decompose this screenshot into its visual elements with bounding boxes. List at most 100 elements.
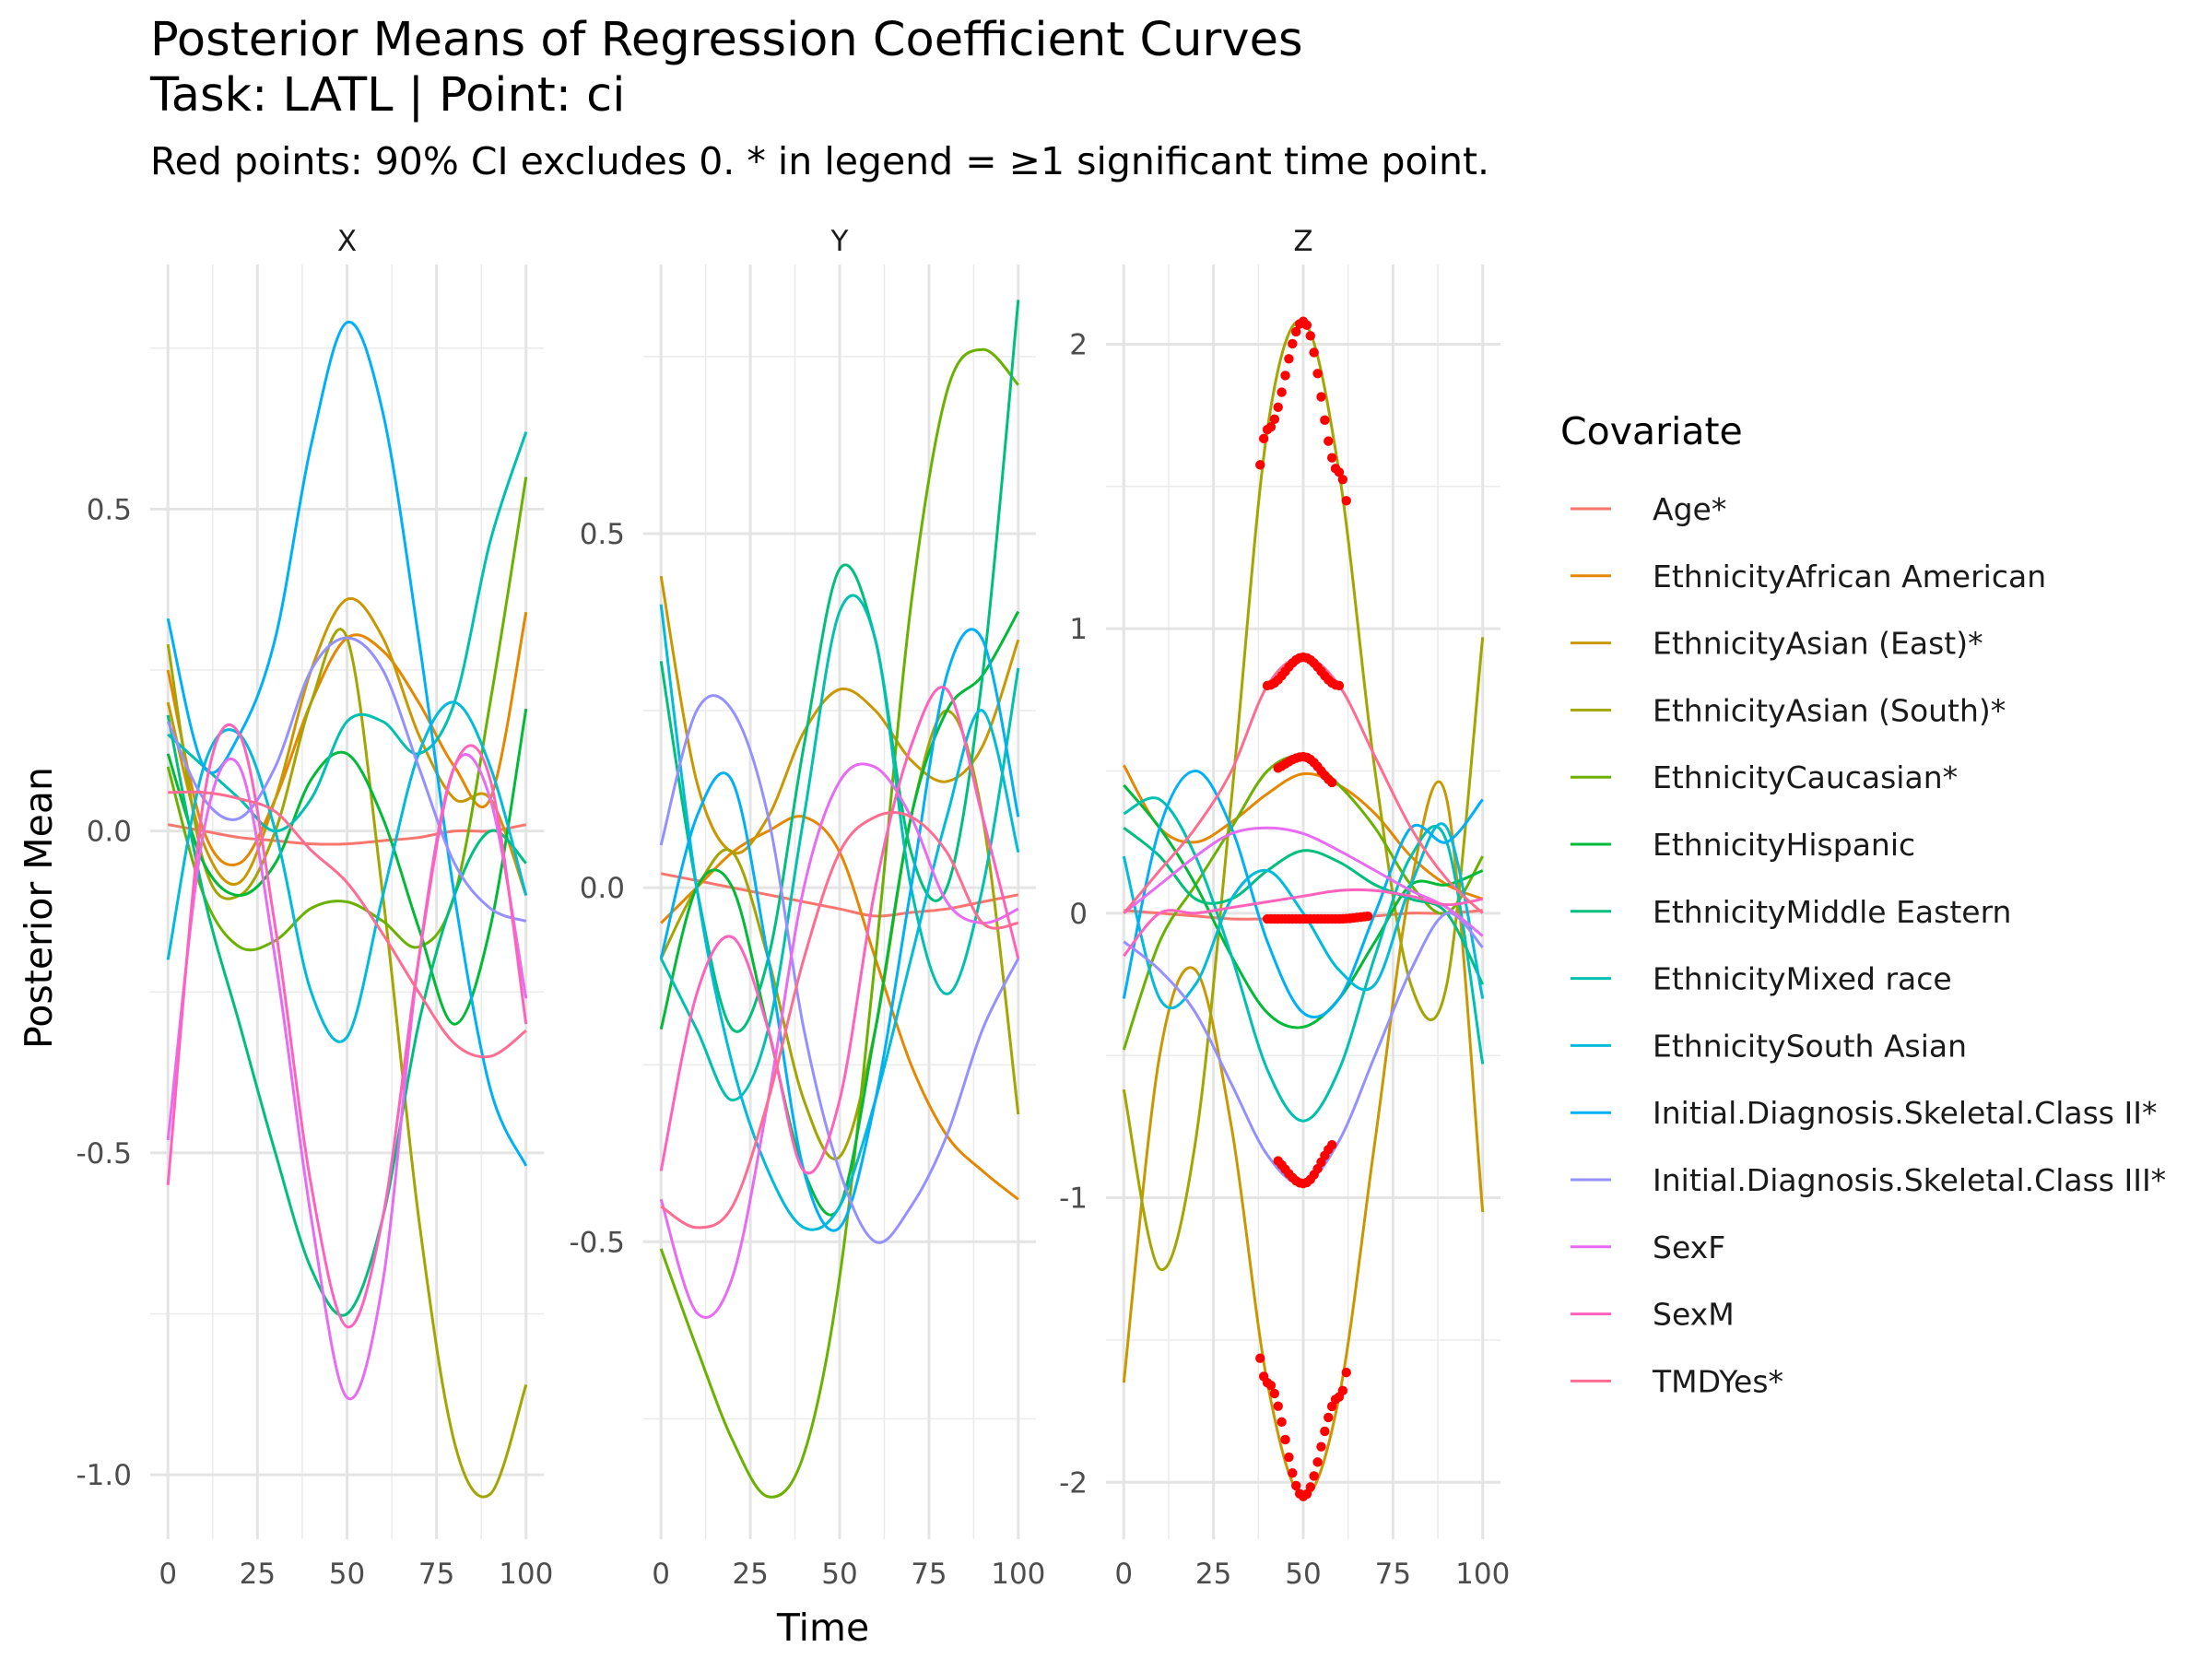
title-block: Posterior Means of Regression Coefficien… — [150, 13, 1489, 184]
legend-label: EthnicityCaucasian* — [1653, 759, 1958, 795]
significant-point — [1255, 1353, 1265, 1363]
significant-point — [1277, 387, 1287, 397]
significant-point — [1291, 1480, 1301, 1491]
legend-label: EthnicityAsian (South)* — [1653, 692, 2006, 728]
y-tick-label: 0 — [1069, 898, 1088, 931]
legend: Age* EthnicityAfrican American EthnicityAs… — [1571, 491, 2166, 1399]
y-tick-label: -0.5 — [570, 1226, 626, 1259]
significant-point — [1301, 1488, 1312, 1500]
significant-point — [1273, 1401, 1283, 1411]
legend-label: Initial.Diagnosis.Skeletal.Class II* — [1653, 1095, 2157, 1131]
x-tick-label: 50 — [329, 1558, 365, 1591]
significant-point — [1316, 1441, 1326, 1452]
series-line-0 — [660, 872, 1019, 918]
significant-point — [1309, 1471, 1319, 1481]
x-tick-label: 50 — [1285, 1558, 1321, 1591]
legend-item: Initial.Diagnosis.Skeletal.Class III* — [1571, 1162, 2166, 1198]
legend-label: EthnicitySouth Asian — [1653, 1028, 1967, 1064]
y-tick-label: 0.5 — [87, 493, 132, 526]
y-tick-label: 0.5 — [580, 518, 625, 551]
y-tick-label: -1 — [1059, 1182, 1088, 1216]
panel-strip-label: Y — [830, 225, 849, 258]
chart-subtitle: Red points: 90% CI excludes 0. * in lege… — [150, 139, 1490, 183]
x-tick-label: 75 — [1375, 1558, 1411, 1591]
x-tick-label: 0 — [1114, 1558, 1133, 1591]
legend-item: SexF — [1571, 1230, 1725, 1265]
significant-point — [1324, 1412, 1334, 1423]
series-line-12 — [1123, 888, 1483, 958]
panel-strip-label: X — [337, 225, 357, 258]
series-line-13 — [660, 811, 1019, 1230]
x-tick-label: 0 — [159, 1558, 177, 1591]
panel-strip-label: Z — [1293, 225, 1312, 258]
significant-point — [1269, 414, 1280, 425]
series-line-2 — [659, 575, 1020, 855]
y-tick-label: -1.0 — [76, 1459, 133, 1492]
significant-point — [1265, 1381, 1277, 1391]
series-line-12 — [659, 686, 1020, 1175]
chart-title-task: Task: LATL | Point: ci — [150, 68, 626, 123]
legend-label: Initial.Diagnosis.Skeletal.Class III* — [1653, 1162, 2166, 1198]
significant-point — [1269, 1388, 1280, 1399]
legend-label: SexF — [1653, 1230, 1725, 1265]
panel-x: X 0 25 50 75 100 -1.0 -0.5 0.0 0.5 — [76, 225, 554, 1591]
legend-item: EthnicityMiddle Eastern — [1571, 894, 2011, 930]
x-axis-title: Time — [776, 1606, 869, 1650]
significant-point — [1288, 338, 1298, 349]
significant-point — [1337, 1385, 1348, 1396]
x-tick-label: 100 — [991, 1558, 1045, 1591]
significant-point — [1258, 433, 1269, 444]
legend-item: EthnicityCaucasian* — [1571, 759, 1958, 795]
significant-point — [1305, 331, 1315, 341]
x-tick-label: 25 — [1195, 1558, 1231, 1591]
significant-point — [1326, 453, 1337, 463]
significant-point — [1320, 1426, 1330, 1437]
significant-point — [1305, 1482, 1315, 1492]
x-tick-label: 50 — [821, 1558, 857, 1591]
significant-point — [1312, 369, 1323, 379]
significant-point — [1316, 392, 1326, 402]
legend-label: EthnicityMixed race — [1653, 961, 1952, 997]
significant-point — [1312, 1457, 1323, 1467]
legend-label: SexM — [1653, 1297, 1735, 1333]
y-axis-title: Posterior Mean — [17, 767, 61, 1049]
legend-label: EthnicityAsian (East)* — [1653, 626, 1983, 662]
significant-point — [1291, 326, 1301, 337]
significant-point — [1320, 415, 1330, 426]
series-line-8 — [166, 700, 528, 1043]
panel-z: Z 0 25 50 75 100 -2 -1 0 1 2 — [1059, 225, 1510, 1591]
x-tick-label: 25 — [732, 1558, 768, 1591]
legend-title: Covariate — [1560, 409, 1743, 453]
significant-point — [1284, 354, 1294, 364]
series-line-2 — [166, 596, 528, 897]
significant-point — [1337, 475, 1348, 485]
significant-point — [1341, 1367, 1351, 1378]
series-line-9 — [166, 321, 528, 1167]
legend-label: Age* — [1653, 491, 1726, 527]
series-line-12 — [166, 724, 528, 1329]
series-line-4 — [166, 477, 528, 952]
panel-y: Y 0 25 50 75 100 -0.5 0.0 0.5 — [570, 225, 1046, 1591]
significant-point — [1334, 680, 1345, 691]
series-line-11 — [1123, 826, 1484, 937]
series-line-4 — [659, 347, 1019, 1499]
chart-title: Posterior Means of Regression Coefficien… — [150, 13, 1303, 67]
significant-point — [1288, 1468, 1298, 1478]
series-line-10 — [659, 694, 1020, 1244]
y-tick-label: 1 — [1069, 613, 1088, 646]
significant-point — [1309, 347, 1319, 358]
legend-item: EthnicityAfrican American — [1571, 559, 2046, 594]
series-line-13 — [168, 790, 527, 1059]
legend-label: EthnicityHispanic — [1653, 827, 1915, 863]
series-line-5 — [166, 708, 528, 1026]
series-line-8 — [659, 604, 1020, 1231]
legend-item: Age* — [1571, 491, 1726, 527]
series-line-0 — [167, 823, 527, 846]
series-line-11 — [659, 762, 1019, 1319]
y-tick-label: -2 — [1059, 1466, 1088, 1500]
series-line-5 — [1123, 783, 1484, 1030]
legend-item: Initial.Diagnosis.Skeletal.Class II* — [1571, 1095, 2157, 1131]
significant-point — [1280, 371, 1290, 381]
significant-point — [1265, 421, 1277, 432]
legend-item: TMDYes* — [1571, 1363, 1783, 1399]
